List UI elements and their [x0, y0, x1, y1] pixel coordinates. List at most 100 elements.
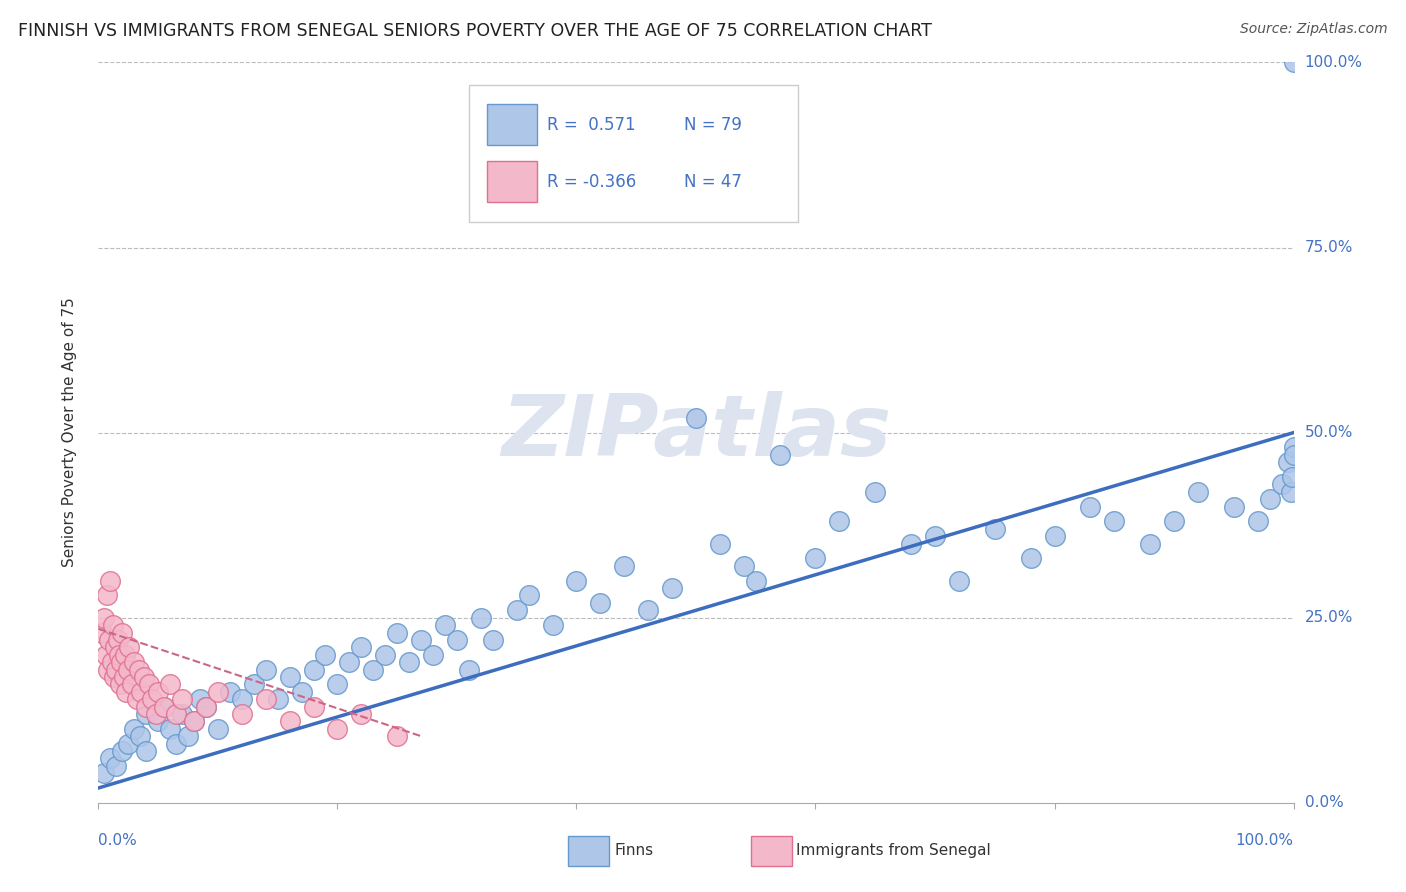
Point — [291, 685, 314, 699]
Point — [219, 685, 242, 699]
Point — [398, 655, 420, 669]
Point — [93, 610, 115, 624]
Point — [326, 677, 349, 691]
Point — [745, 574, 768, 588]
Point — [804, 551, 827, 566]
Point — [131, 685, 153, 699]
Point — [506, 603, 529, 617]
Point — [1281, 470, 1303, 484]
Point — [94, 648, 117, 662]
Point — [153, 699, 176, 714]
Point — [302, 663, 325, 677]
Point — [195, 699, 218, 714]
Text: FINNISH VS IMMIGRANTS FROM SENEGAL SENIORS POVERTY OVER THE AGE OF 75 CORRELATIO: FINNISH VS IMMIGRANTS FROM SENEGAL SENIO… — [18, 22, 932, 40]
Text: R =  0.571: R = 0.571 — [547, 116, 636, 134]
Point — [172, 692, 194, 706]
Point — [302, 699, 325, 714]
Point — [613, 558, 636, 573]
FancyBboxPatch shape — [486, 161, 537, 202]
Point — [121, 677, 143, 691]
Text: 0.0%: 0.0% — [98, 833, 138, 848]
Text: 50.0%: 50.0% — [1305, 425, 1353, 440]
Point — [1163, 515, 1185, 529]
Point — [828, 515, 851, 529]
Point — [135, 699, 157, 714]
Point — [422, 648, 444, 662]
Text: 100.0%: 100.0% — [1236, 833, 1294, 848]
Point — [1271, 477, 1294, 491]
Point — [111, 625, 134, 640]
Point — [165, 706, 187, 721]
Point — [98, 632, 121, 647]
Point — [385, 625, 409, 640]
Point — [104, 640, 127, 655]
Point — [470, 610, 492, 624]
Point — [1043, 529, 1066, 543]
Point — [183, 714, 205, 729]
Point — [177, 729, 200, 743]
Point — [1282, 55, 1305, 70]
Point — [865, 484, 887, 499]
Point — [138, 677, 160, 691]
Point — [105, 758, 128, 772]
Point — [195, 699, 218, 714]
Point — [363, 663, 385, 677]
Point — [1223, 500, 1246, 514]
Text: Source: ZipAtlas.com: Source: ZipAtlas.com — [1240, 22, 1388, 37]
Point — [110, 655, 132, 669]
Point — [207, 722, 229, 736]
Point — [231, 692, 253, 706]
Point — [96, 589, 118, 603]
Point — [315, 648, 337, 662]
Text: ZIPatlas: ZIPatlas — [501, 391, 891, 475]
Point — [661, 581, 683, 595]
Point — [709, 536, 731, 550]
Point — [100, 655, 122, 669]
Y-axis label: Seniors Poverty Over the Age of 75: Seniors Poverty Over the Age of 75 — [62, 298, 77, 567]
Point — [411, 632, 433, 647]
Point — [207, 685, 229, 699]
Point — [118, 640, 141, 655]
Point — [1019, 551, 1042, 566]
Point — [900, 536, 922, 550]
Point — [350, 706, 373, 721]
Point — [481, 632, 505, 647]
Text: 25.0%: 25.0% — [1305, 610, 1353, 625]
Point — [1277, 455, 1299, 469]
Point — [98, 574, 122, 588]
Point — [117, 663, 139, 677]
Point — [948, 574, 970, 588]
Point — [145, 706, 167, 721]
Point — [93, 766, 115, 780]
Point — [1279, 484, 1302, 499]
Point — [458, 663, 481, 677]
Point — [101, 618, 124, 632]
Point — [148, 714, 170, 729]
Point — [589, 596, 612, 610]
Point — [107, 632, 129, 647]
Point — [141, 692, 163, 706]
Point — [124, 655, 146, 669]
Point — [132, 670, 155, 684]
Point — [1247, 515, 1270, 529]
Text: Immigrants from Senegal: Immigrants from Senegal — [796, 844, 991, 858]
Point — [685, 410, 707, 425]
Point — [768, 448, 790, 462]
Point — [153, 699, 176, 714]
Point — [231, 706, 253, 721]
Point — [434, 618, 457, 632]
FancyBboxPatch shape — [470, 85, 797, 221]
Text: 75.0%: 75.0% — [1305, 240, 1353, 255]
Point — [112, 670, 135, 684]
Point — [135, 706, 157, 721]
FancyBboxPatch shape — [486, 103, 537, 145]
Point — [159, 722, 181, 736]
Point — [105, 663, 128, 677]
Point — [637, 603, 659, 617]
Point — [117, 737, 139, 751]
Point — [159, 677, 181, 691]
Text: Finns: Finns — [614, 844, 654, 858]
Point — [565, 574, 588, 588]
FancyBboxPatch shape — [751, 836, 792, 866]
Point — [1282, 448, 1305, 462]
